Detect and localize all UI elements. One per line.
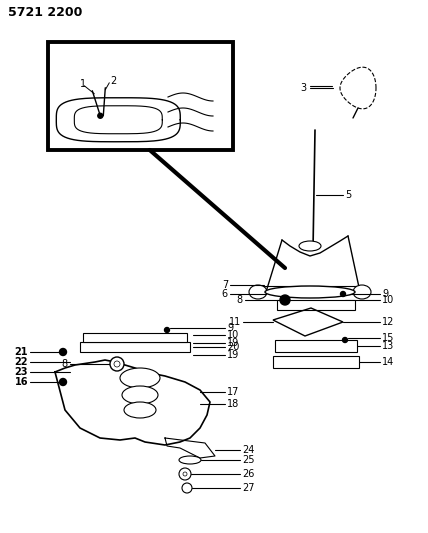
- Text: 15: 15: [382, 333, 394, 343]
- Text: 22: 22: [15, 357, 28, 367]
- Ellipse shape: [353, 285, 371, 299]
- Circle shape: [179, 468, 191, 480]
- Text: 25: 25: [242, 455, 255, 465]
- Text: 12: 12: [382, 317, 394, 327]
- Text: 18: 18: [227, 399, 239, 409]
- Circle shape: [341, 292, 345, 296]
- Circle shape: [183, 472, 187, 476]
- Text: 16: 16: [15, 377, 28, 387]
- Text: 8: 8: [62, 359, 68, 369]
- Ellipse shape: [122, 386, 158, 404]
- Text: 8: 8: [237, 295, 243, 305]
- Text: 23: 23: [15, 367, 28, 377]
- Text: 24: 24: [242, 445, 254, 455]
- Ellipse shape: [120, 368, 160, 388]
- Bar: [48, 42, 233, 150]
- Text: 2: 2: [110, 76, 116, 86]
- Text: 17: 17: [227, 387, 239, 397]
- Text: 9: 9: [382, 289, 388, 299]
- Ellipse shape: [179, 456, 201, 464]
- Text: 7: 7: [222, 280, 228, 290]
- Text: 5721 2200: 5721 2200: [8, 5, 82, 19]
- Circle shape: [114, 361, 120, 367]
- Bar: [83, 333, 187, 342]
- Ellipse shape: [265, 286, 355, 298]
- Text: 10: 10: [227, 330, 239, 340]
- Circle shape: [342, 337, 348, 343]
- Ellipse shape: [299, 241, 321, 251]
- Text: 21: 21: [15, 347, 28, 357]
- Bar: [277, 300, 355, 310]
- Circle shape: [110, 357, 124, 371]
- Text: 26: 26: [242, 469, 254, 479]
- Text: 14: 14: [382, 357, 394, 367]
- Text: 9: 9: [227, 323, 233, 333]
- Text: 5: 5: [345, 190, 351, 200]
- Bar: [275, 340, 357, 352]
- Circle shape: [182, 483, 192, 493]
- Bar: [80, 342, 190, 352]
- Bar: [273, 356, 359, 368]
- Text: 1: 1: [80, 79, 86, 89]
- Ellipse shape: [124, 402, 156, 418]
- Ellipse shape: [249, 285, 267, 299]
- Text: 19: 19: [227, 338, 239, 348]
- Text: 19: 19: [227, 350, 239, 360]
- Circle shape: [98, 113, 103, 118]
- Circle shape: [280, 295, 290, 305]
- Text: 20: 20: [227, 342, 239, 352]
- Circle shape: [59, 378, 66, 385]
- Text: 3: 3: [300, 83, 306, 93]
- Circle shape: [164, 327, 169, 333]
- Text: 27: 27: [242, 483, 255, 493]
- Circle shape: [59, 349, 66, 356]
- Text: 11: 11: [229, 317, 241, 327]
- Text: 13: 13: [382, 341, 394, 351]
- Text: 10: 10: [382, 295, 394, 305]
- Text: 6: 6: [222, 289, 228, 299]
